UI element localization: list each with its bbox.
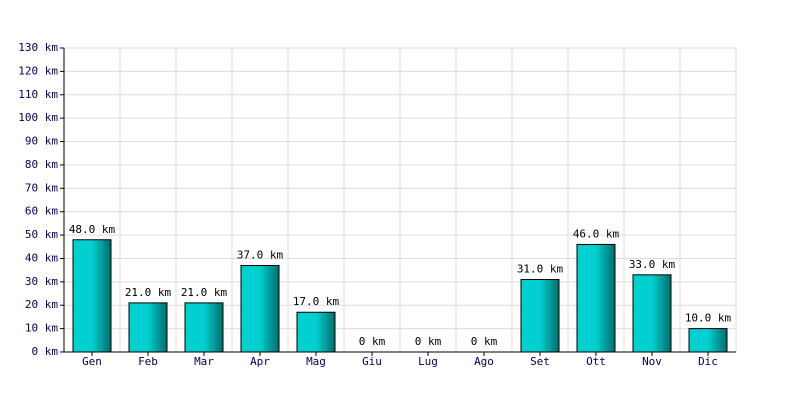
x-tick-label: Feb <box>138 355 158 368</box>
bar <box>688 328 728 353</box>
x-tick-label: Gen <box>82 355 102 368</box>
bar <box>72 239 112 353</box>
value-label: 21.0 km <box>125 286 172 299</box>
value-label: 31.0 km <box>517 263 564 276</box>
x-tick-label: Nov <box>642 355 662 368</box>
y-tick-label: 20 km <box>25 298 58 311</box>
y-tick-label: 0 km <box>32 345 59 358</box>
x-tick-label: Giu <box>362 355 382 368</box>
value-label: 21.0 km <box>181 286 228 299</box>
x-tick-label: Mag <box>306 355 326 368</box>
value-label: 33.0 km <box>629 258 676 271</box>
value-label: 17.0 km <box>293 295 340 308</box>
value-label: 0 km <box>415 335 442 348</box>
y-tick-label: 130 km <box>18 41 58 54</box>
value-label: 46.0 km <box>573 227 620 240</box>
y-tick-label: 40 km <box>25 251 58 264</box>
value-label: 48.0 km <box>69 223 116 236</box>
y-tick-label: 70 km <box>25 181 58 194</box>
y-tick-label: 110 km <box>18 88 58 101</box>
y-tick-label: 80 km <box>25 158 58 171</box>
y-tick-label: 50 km <box>25 228 58 241</box>
y-tick-label: 100 km <box>18 111 58 124</box>
y-tick-label: 120 km <box>18 64 58 77</box>
x-tick-label: Set <box>530 355 550 368</box>
value-label: 0 km <box>471 335 498 348</box>
y-tick-label: 90 km <box>25 135 58 148</box>
bar <box>296 311 336 353</box>
y-tick-label: 60 km <box>25 205 58 218</box>
value-label: 37.0 km <box>237 248 284 261</box>
x-tick-label: Mar <box>194 355 214 368</box>
y-tick-label: 10 km <box>25 322 58 335</box>
x-tick-label: Ott <box>586 355 606 368</box>
bar <box>128 302 168 353</box>
bar <box>576 243 616 353</box>
value-label: 10.0 km <box>685 312 732 325</box>
bar <box>240 264 280 353</box>
value-label: 0 km <box>359 335 386 348</box>
x-tick-label: Lug <box>418 355 438 368</box>
x-tick-label: Ago <box>474 355 494 368</box>
bar <box>520 279 560 353</box>
bar <box>184 302 224 353</box>
bar <box>632 274 672 353</box>
y-tick-label: 30 km <box>25 275 58 288</box>
x-tick-label: Apr <box>250 355 270 368</box>
x-tick-label: Dic <box>698 355 718 368</box>
